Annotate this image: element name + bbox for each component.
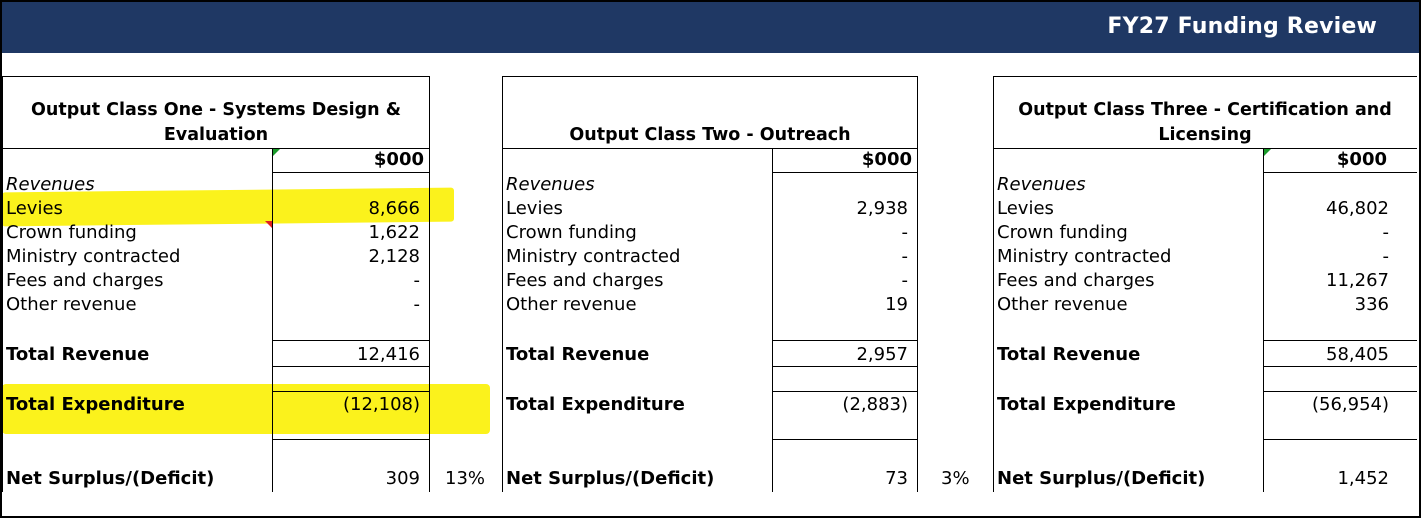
total-expenditure-label: Total Expenditure [6, 394, 185, 415]
row-value: 2,128 [368, 246, 420, 267]
revenues-label: Revenues [997, 174, 1086, 195]
row-label: Levies [506, 198, 563, 219]
output-class-three-panel: Output Class Three - Certification and L… [993, 76, 1417, 492]
row-label: Levies [6, 198, 63, 219]
net-surplus-value: 1,452 [1337, 468, 1389, 489]
row-value: - [1382, 222, 1390, 243]
row-label: Ministry contracted [997, 246, 1172, 267]
total-expenditure-value: (2,883) [842, 394, 908, 415]
row-value: - [901, 270, 909, 291]
total-revenue-label: Total Revenue [997, 344, 1141, 365]
output-class-one-panel: Output Class One - Systems Design & Eval… [2, 76, 430, 492]
total-revenue-label: Total Revenue [506, 344, 650, 365]
net-surplus-label: Net Surplus/(Deficit) [506, 468, 715, 489]
row-label: Fees and charges [506, 270, 664, 291]
net-surplus-label: Net Surplus/(Deficit) [997, 468, 1206, 489]
total-expenditure-value: (12,108) [342, 394, 420, 415]
row-label: Ministry contracted [6, 246, 181, 267]
row-value: 46,802 [1326, 198, 1389, 219]
net-surplus-percent: 3% [941, 468, 970, 489]
title-banner: FY27 Funding Review [2, 2, 1419, 53]
unit-label: $000 [373, 149, 424, 170]
row-label: Ministry contracted [506, 246, 681, 267]
row-label: Levies [997, 198, 1054, 219]
net-surplus-value: 73 [885, 468, 908, 489]
total-revenue-value: 58,405 [1326, 344, 1389, 365]
row-value: 2,938 [856, 198, 908, 219]
total-revenue-value: 2,957 [856, 344, 908, 365]
row-value: - [413, 294, 421, 315]
total-expenditure-value: (56,954) [1311, 394, 1389, 415]
net-surplus-label: Net Surplus/(Deficit) [6, 468, 215, 489]
revenues-label: Revenues [506, 174, 595, 195]
row-value: - [901, 222, 909, 243]
row-value: - [901, 246, 909, 267]
unit-label: $000 [861, 149, 912, 170]
row-label: Crown funding [506, 222, 637, 243]
revenues-label: Revenues [6, 174, 95, 195]
row-label: Fees and charges [997, 270, 1155, 291]
panel-heading: Output Class Three - Certification and L… [1018, 100, 1392, 145]
row-value: 336 [1354, 294, 1389, 315]
panel-heading: Output Class Two - Outreach [569, 125, 851, 145]
row-value: - [1382, 246, 1390, 267]
total-expenditure-label: Total Expenditure [506, 394, 685, 415]
row-label: Crown funding [6, 222, 137, 243]
net-surplus-value: 309 [385, 468, 420, 489]
row-label: Crown funding [997, 222, 1128, 243]
row-label: Other revenue [6, 294, 137, 315]
row-value: 19 [885, 294, 908, 315]
total-revenue-label: Total Revenue [6, 344, 150, 365]
highlight-total-expenditure [2, 384, 490, 434]
panel-heading: Output Class One - Systems Design & Eval… [31, 100, 401, 145]
output-class-two-panel: Output Class Two - Outreach $000 Revenue… [502, 76, 918, 492]
row-label: Other revenue [506, 294, 637, 315]
row-value: 11,267 [1326, 270, 1389, 291]
net-surplus-percent: 13% [445, 468, 486, 489]
report-title: FY27 Funding Review [1107, 14, 1377, 39]
row-value: 8,666 [368, 198, 420, 219]
total-revenue-value: 12,416 [357, 344, 420, 365]
row-label: Other revenue [997, 294, 1128, 315]
total-expenditure-label: Total Expenditure [997, 394, 1176, 415]
unit-label: $000 [1336, 149, 1387, 170]
row-label: Fees and charges [6, 270, 164, 291]
row-value: 1,622 [368, 222, 420, 243]
row-value: - [413, 270, 421, 291]
